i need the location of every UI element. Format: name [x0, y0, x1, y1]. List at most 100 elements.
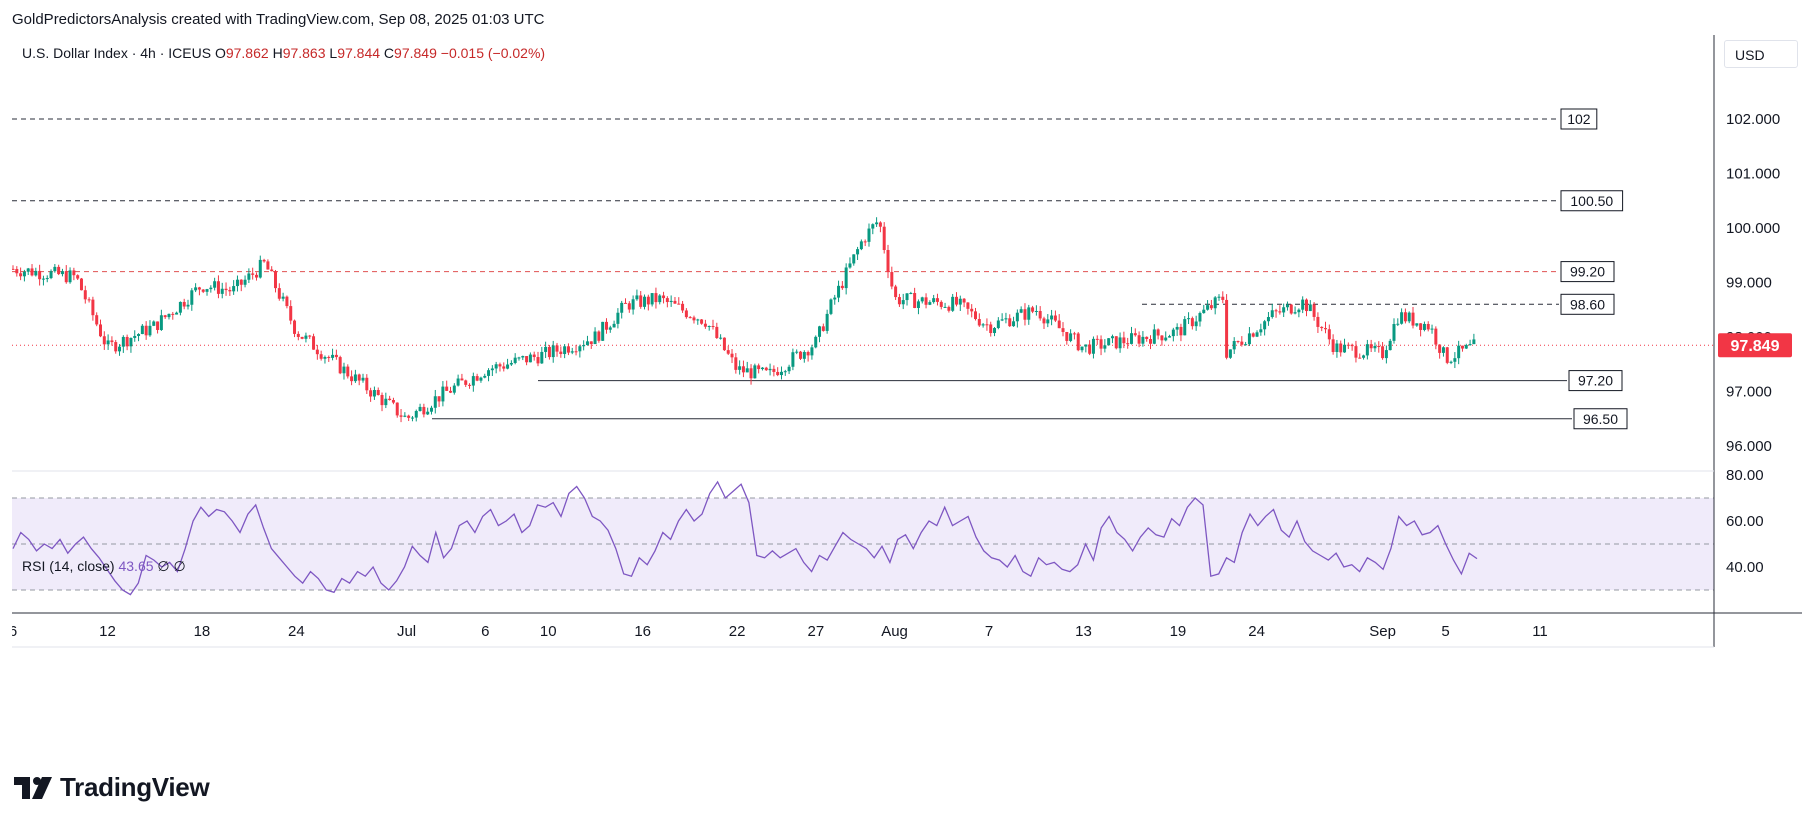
- candle-body: [1301, 299, 1305, 310]
- candle-body: [1133, 333, 1137, 336]
- candle-body: [186, 304, 190, 307]
- candle-body: [1251, 333, 1255, 337]
- candle-body: [574, 351, 578, 353]
- candle-body: [837, 285, 841, 298]
- candle-body: [247, 273, 251, 280]
- candle-body: [525, 356, 529, 363]
- level-label-box-100.50: [1560, 190, 1624, 212]
- candle-body: [1244, 344, 1248, 346]
- candle-body: [1411, 312, 1415, 326]
- candle-body: [585, 341, 589, 346]
- candle-body: [350, 376, 354, 382]
- candle-body: [996, 320, 1000, 329]
- candle-body: [639, 295, 643, 307]
- candle-body: [745, 368, 749, 373]
- candle-body: [213, 281, 217, 288]
- candle-body: [68, 270, 72, 283]
- candle-body: [1012, 321, 1016, 327]
- candle-body: [1080, 346, 1084, 351]
- candle-body: [989, 324, 993, 334]
- candle-body: [1061, 328, 1065, 332]
- candle-body: [696, 319, 700, 321]
- candle-body: [909, 293, 913, 295]
- price-tick-label: 96.000: [1726, 438, 1772, 455]
- candle-body: [878, 222, 882, 227]
- candle-body: [1114, 336, 1118, 349]
- time-tick-label: 6: [12, 623, 17, 640]
- candle-body: [1202, 309, 1206, 314]
- candle-body: [76, 275, 80, 279]
- candle-body: [551, 345, 555, 358]
- candle-body: [726, 350, 730, 354]
- candle-body: [776, 371, 780, 376]
- candle-body: [125, 336, 129, 347]
- currency-selector[interactable]: USD: [1724, 40, 1798, 68]
- rsi-label[interactable]: RSI (14, close): [22, 558, 115, 574]
- time-tick-label: 16: [634, 623, 651, 640]
- candle-body: [391, 400, 395, 403]
- level-label-99.20: 99.20: [1570, 264, 1605, 280]
- candle-body: [1164, 337, 1168, 341]
- candle-body: [342, 366, 346, 374]
- candle-body: [1179, 326, 1183, 336]
- candle-body: [300, 336, 304, 339]
- candle-body: [517, 357, 521, 359]
- candle-body: [270, 269, 274, 272]
- candle-body: [521, 356, 525, 358]
- candle-body: [764, 367, 768, 371]
- candle-body: [410, 417, 414, 419]
- candle-body: [886, 249, 890, 273]
- candle-body: [513, 357, 517, 363]
- close-label: C: [383, 45, 395, 61]
- candle-body: [993, 328, 997, 334]
- candle-body: [1099, 339, 1103, 349]
- candle-body: [852, 254, 856, 264]
- candle-body: [407, 415, 411, 418]
- candle-body: [795, 351, 799, 353]
- candle-body: [1072, 333, 1076, 335]
- candle-body: [559, 351, 563, 355]
- candle-body: [970, 308, 974, 312]
- candle-body: [1362, 355, 1366, 358]
- time-tick-label: 19: [1170, 623, 1187, 640]
- candle-body: [118, 346, 122, 352]
- candle-body: [589, 341, 593, 345]
- candle-body: [422, 406, 426, 415]
- candle-body: [296, 333, 300, 337]
- rsi-extra-2: ∅: [173, 558, 186, 574]
- candle-body: [1358, 357, 1362, 359]
- tradingview-logo[interactable]: TradingView: [14, 772, 210, 803]
- low-value: 97.844: [337, 45, 381, 61]
- candle-body: [334, 354, 338, 358]
- candle-body: [1350, 344, 1354, 347]
- candle-body: [1232, 341, 1236, 350]
- candle-body: [433, 396, 437, 408]
- time-tick-label: 24: [288, 623, 305, 640]
- candle-body: [376, 390, 380, 395]
- time-tick-label: 6: [481, 623, 489, 640]
- chart-frame[interactable]: 102 100.50 99.20 98.60 97.20 96.50 102.000 101…: [12, 35, 1802, 749]
- high-label: H: [272, 45, 283, 61]
- candle-body: [814, 336, 818, 348]
- candle-body: [779, 371, 783, 376]
- candle-body: [1000, 319, 1004, 321]
- candle-body: [1346, 344, 1350, 346]
- candle-body: [1453, 358, 1457, 362]
- candle-body: [487, 370, 491, 376]
- candle-body: [106, 340, 110, 345]
- candle-body: [1168, 336, 1172, 338]
- candle-body: [338, 357, 342, 374]
- candle-body: [791, 352, 795, 367]
- candle-body: [924, 297, 928, 305]
- candle-body: [274, 271, 278, 289]
- candle-body: [1053, 315, 1057, 321]
- candle-body: [1088, 344, 1092, 354]
- price-legend: U.S. Dollar Index · 4h · ICEUS O97.862 H…: [22, 45, 545, 61]
- candle-body: [1183, 319, 1187, 336]
- candle-body: [555, 345, 559, 352]
- candle-body: [129, 337, 133, 347]
- candle-body: [536, 357, 540, 364]
- symbol-label[interactable]: U.S. Dollar Index · 4h · ICEUS: [22, 45, 212, 61]
- candle-body: [156, 321, 160, 330]
